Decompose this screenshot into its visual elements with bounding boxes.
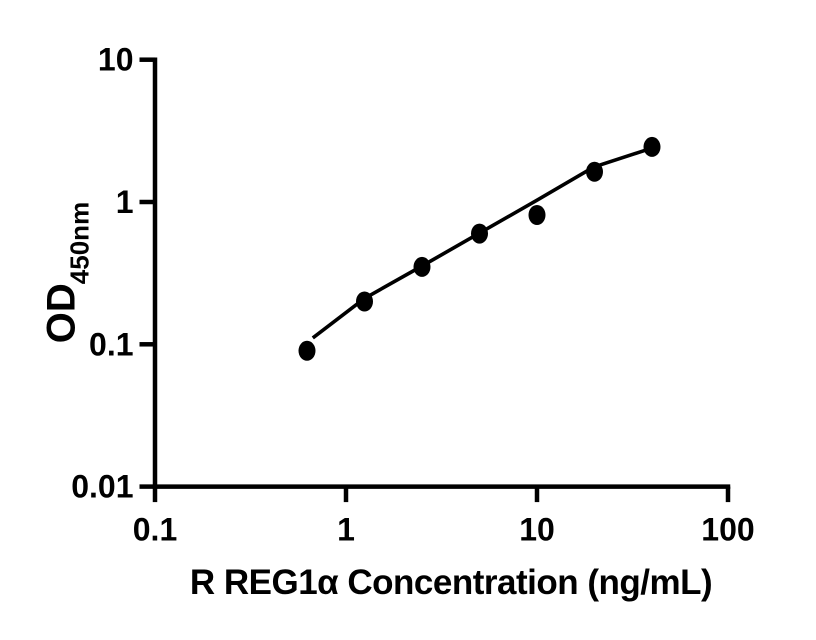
y-axis-title-main: OD (39, 283, 84, 344)
x-axis-title-text: R REG1α Concentration (ng/mL) (189, 563, 713, 602)
data-point (413, 256, 431, 277)
data-point (471, 223, 488, 244)
x-axis-title: R REG1α Concentration (ng/mL) (189, 563, 713, 603)
y-axis-title: OD450nm (39, 201, 95, 344)
data-point (528, 205, 546, 225)
data-point (298, 340, 316, 361)
x-tick-label: 100 (701, 512, 754, 548)
x-tick-label: 0.1 (133, 512, 177, 548)
data-point (586, 161, 603, 182)
data-point (643, 136, 661, 157)
y-tick-label: 0.1 (89, 326, 133, 362)
x-tick-label: 1 (337, 512, 355, 548)
y-tick-label: 10 (98, 42, 134, 78)
y-axis-title-subscript: 450nm (64, 201, 95, 285)
y-tick-label: 0.01 (71, 469, 133, 505)
y-tick-label: 1 (116, 184, 134, 220)
data-point (356, 291, 373, 312)
x-tick-label: 10 (519, 512, 555, 548)
